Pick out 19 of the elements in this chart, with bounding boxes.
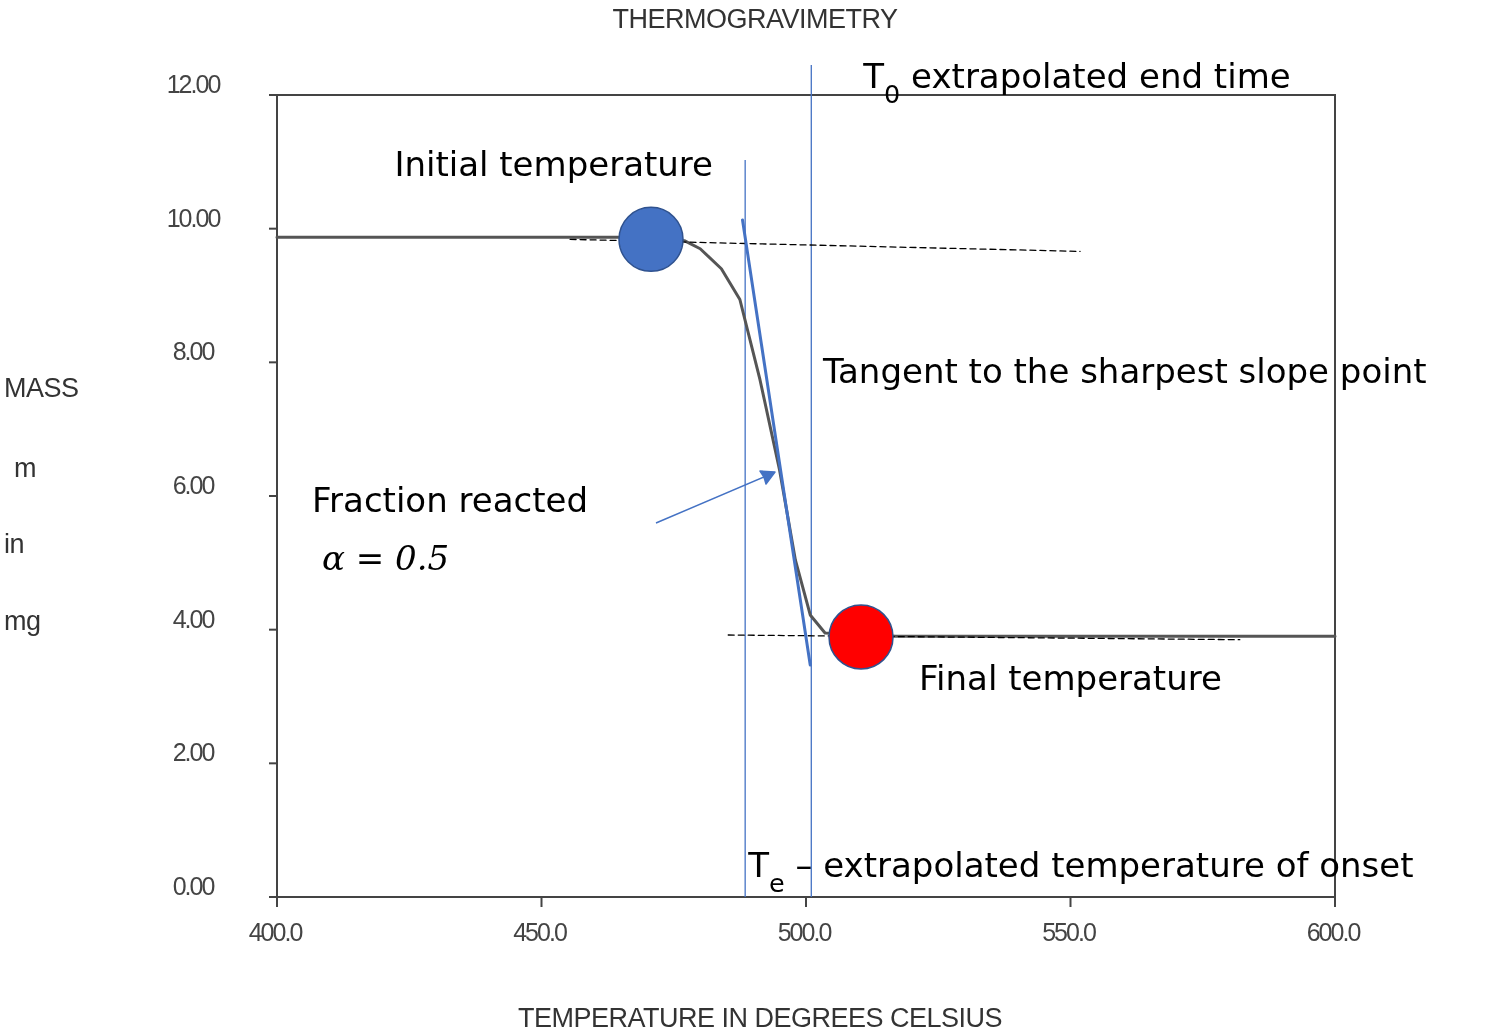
y-tick-label: 2.00 <box>172 738 215 767</box>
y-tick-label: 4.00 <box>172 604 215 633</box>
annotation: Initial temperature <box>394 144 713 185</box>
annotation: Tangent to the sharpest slope point <box>821 351 1427 392</box>
y-tick-label: 12.00 <box>166 70 221 98</box>
annotation: Final temperature <box>919 658 1222 699</box>
x-axis-title: TEMPERATURE IN DEGREES CELSIUS <box>517 1003 1003 1033</box>
y-tick-label: 6.00 <box>172 471 215 499</box>
x-tick-label: 500.0 <box>777 918 832 946</box>
y-tick-label: 8.00 <box>172 337 215 366</box>
y-tick-label: 10.00 <box>166 203 221 232</box>
x-tick-label: 450.0 <box>513 918 567 946</box>
chart-title: THERMOGRAVIMETRY <box>612 4 898 34</box>
annotation: Fraction reacted α = 0.5 <box>312 480 589 578</box>
x-tick-label: 400.0 <box>248 918 303 946</box>
text: MASS m in mg <box>4 373 79 636</box>
y-tick-label: 0.00 <box>172 872 215 900</box>
x-tick-label: 600.0 <box>1306 918 1361 946</box>
x-tick-label: 550.0 <box>1042 918 1096 946</box>
